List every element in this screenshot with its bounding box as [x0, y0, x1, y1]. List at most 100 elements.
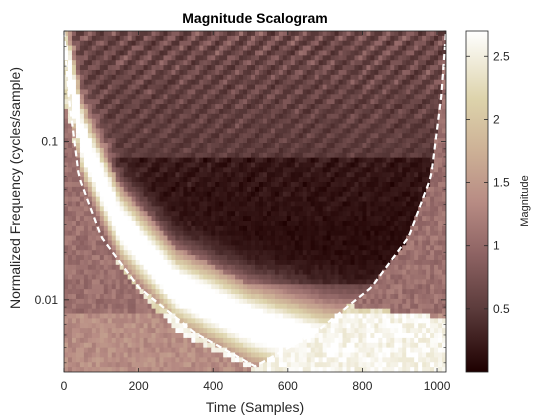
heatmap-cell	[386, 196, 391, 203]
heatmap-cell	[354, 225, 360, 232]
heatmap-cell	[159, 133, 165, 139]
heatmap-cell	[251, 104, 256, 110]
heatmap-cell	[195, 74, 200, 81]
heatmap-cell	[111, 162, 117, 168]
heatmap-cell	[215, 250, 220, 256]
heatmap-cell	[83, 74, 89, 81]
heatmap-cell	[406, 31, 411, 37]
heatmap-cell	[247, 128, 252, 134]
heatmap-cell	[163, 40, 169, 47]
heatmap-cell	[258, 172, 264, 178]
heatmap-cell	[418, 225, 423, 232]
heatmap-cell	[438, 225, 443, 232]
heatmap-cell	[338, 60, 344, 66]
heatmap-cell	[171, 128, 177, 134]
heatmap-cell	[239, 94, 244, 100]
heatmap-cell	[274, 143, 280, 149]
heatmap-cell	[366, 40, 371, 47]
heatmap-cell	[247, 69, 252, 76]
heatmap-cell	[274, 177, 280, 183]
heatmap-cell	[270, 113, 276, 120]
heatmap-cell	[298, 274, 304, 281]
heatmap-cell	[227, 104, 232, 110]
heatmap-cell	[251, 206, 256, 212]
heatmap-cell	[326, 259, 332, 266]
heatmap-cell	[258, 250, 264, 256]
heatmap-cell	[326, 108, 332, 115]
heatmap-cell	[418, 177, 423, 183]
heatmap-cell	[163, 143, 169, 149]
heatmap-cell	[414, 157, 419, 164]
heatmap-cell	[231, 128, 236, 134]
heatmap-cell	[239, 133, 244, 139]
heatmap-cell	[203, 147, 208, 154]
heatmap-cell	[99, 55, 105, 61]
heatmap-cell	[135, 147, 141, 154]
heatmap-cell	[111, 211, 117, 217]
heatmap-cell	[127, 99, 133, 105]
heatmap-cell	[79, 157, 85, 164]
heatmap-cell	[255, 191, 260, 198]
heatmap-cell	[338, 182, 344, 188]
heatmap-cell	[406, 74, 411, 81]
heatmap-cell	[207, 143, 212, 149]
heatmap-cell	[366, 55, 371, 61]
heatmap-cell	[390, 240, 395, 246]
heatmap-cell	[314, 104, 320, 110]
heatmap-cell	[346, 84, 352, 91]
heatmap-cell	[354, 104, 360, 110]
heatmap-cell	[366, 104, 371, 110]
heatmap-cell	[147, 94, 153, 100]
heatmap-cell	[290, 60, 296, 66]
heatmap-cell	[231, 65, 236, 71]
heatmap-cell	[87, 69, 93, 76]
heatmap-cell	[282, 79, 288, 86]
heatmap-cell	[167, 269, 173, 276]
heatmap-cell	[438, 84, 443, 91]
heatmap-cell	[175, 172, 180, 178]
heatmap-cell	[131, 108, 137, 115]
heatmap-cell	[91, 230, 97, 237]
heatmap-cell	[163, 279, 169, 285]
heatmap-cell	[143, 255, 149, 261]
heatmap-cell	[79, 172, 85, 178]
heatmap-cell	[159, 259, 165, 266]
heatmap-cell	[426, 69, 431, 76]
heatmap-cell	[278, 60, 284, 66]
heatmap-cell	[398, 269, 403, 276]
heatmap-cell	[390, 104, 395, 110]
heatmap-cell	[290, 269, 296, 276]
heatmap-cell	[131, 138, 137, 144]
heatmap-cell	[67, 255, 73, 261]
heatmap-cell	[171, 99, 177, 105]
heatmap-cell	[207, 104, 212, 110]
heatmap-cell	[123, 264, 129, 271]
heatmap-cell	[199, 65, 204, 71]
heatmap-cell	[64, 245, 69, 251]
heatmap-cell	[147, 35, 153, 42]
heatmap-cell	[286, 65, 292, 71]
heatmap-cell	[123, 60, 129, 66]
heatmap-cell	[370, 196, 375, 203]
heatmap-cell	[99, 230, 105, 237]
heatmap-cell	[398, 60, 403, 66]
heatmap-cell	[430, 255, 435, 261]
heatmap-cell	[294, 250, 300, 256]
heatmap-cell	[394, 279, 399, 285]
heatmap-cell	[262, 65, 268, 71]
heatmap-cell	[378, 167, 383, 173]
heatmap-cell	[243, 196, 248, 203]
heatmap-cell	[99, 113, 105, 120]
heatmap-cell	[262, 108, 268, 115]
heatmap-cell	[243, 138, 248, 144]
heatmap-cell	[231, 201, 236, 207]
heatmap-cell	[223, 99, 228, 105]
heatmap-cell	[127, 31, 133, 37]
heatmap-cell	[390, 123, 395, 130]
heatmap-cell	[147, 45, 153, 52]
heatmap-cell	[438, 162, 443, 168]
heatmap-cell	[87, 45, 93, 52]
heatmap-cell	[414, 259, 419, 266]
heatmap-cell	[211, 186, 216, 193]
heatmap-cell	[378, 147, 383, 154]
